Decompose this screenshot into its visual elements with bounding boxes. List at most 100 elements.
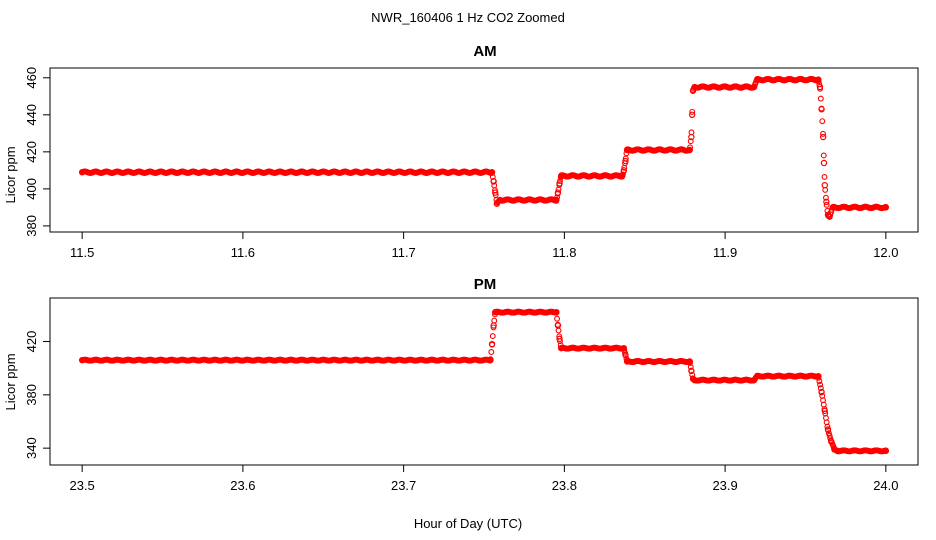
pm-y-tick-label: 380: [24, 384, 39, 406]
pm-data-point: [818, 388, 825, 396]
am-data-point: [820, 159, 828, 167]
pm-data-point: [689, 375, 697, 383]
am-data-point: [622, 157, 629, 165]
pm-data-point: [824, 426, 832, 433]
pm-x-tick-label: 23.6: [230, 478, 255, 493]
am-data-point: [623, 146, 631, 154]
pm-data-point: [489, 333, 496, 340]
pm-data-point: [686, 358, 693, 365]
pm-data-point: [754, 372, 761, 380]
pm-data-point: [556, 335, 563, 343]
am-data-point: [815, 76, 822, 83]
am-y-tick-label: 460: [24, 67, 39, 89]
pm-data-point: [554, 315, 561, 322]
am-data-points: [78, 75, 890, 220]
am-data-point: [754, 76, 761, 83]
am-data-point: [557, 172, 565, 180]
am-data-point: [818, 106, 825, 113]
am-data-point: [823, 201, 830, 208]
am-x-axis: 11.5 11.6 11.7 11.8 11.9 12.0: [70, 231, 899, 260]
am-data-point: [78, 169, 86, 176]
am-panel: AM Licor ppm 11.5 11.6 11.7 11.8 11.9 12.0 38…: [3, 43, 919, 260]
pm-y-tick-label: 420: [24, 331, 39, 353]
pm-data-point: [817, 381, 824, 388]
figure-title: NWR_160406 1 Hz CO2 Zoomed: [371, 10, 565, 25]
am-data-point: [492, 189, 499, 196]
am-data-point: [687, 138, 694, 145]
am-y-tick-label: 420: [24, 141, 39, 163]
pm-data-point: [824, 423, 831, 430]
am-data-point: [686, 146, 693, 154]
pm-data-point: [831, 446, 838, 453]
am-data-point: [819, 118, 826, 125]
pm-data-point: [834, 447, 841, 455]
x-axis-label: Hour of Day (UTC): [414, 516, 522, 531]
am-data-point: [750, 83, 758, 91]
am-y-axis: 380 400 420 440 460: [24, 67, 50, 237]
pm-x-tick-label: 23.8: [552, 478, 577, 493]
am-data-point: [553, 196, 560, 204]
pm-data-point: [817, 385, 824, 392]
am-data-point: [687, 144, 693, 151]
pm-data-point: [491, 317, 498, 324]
pm-data-point: [826, 432, 833, 439]
am-x-tick-label: 11.5: [70, 245, 94, 260]
pm-plot-frame: [49, 297, 919, 466]
am-data-point: [556, 180, 563, 187]
pm-y-tick-label: 340: [24, 437, 39, 459]
pm-y-axis: 340 380 420: [24, 331, 50, 459]
am-data-point: [816, 83, 824, 91]
am-y-tick-label: 400: [24, 178, 39, 200]
pm-data-point: [557, 344, 565, 352]
am-x-tick-label: 11.9: [713, 245, 737, 260]
pm-data-point: [492, 308, 499, 316]
pm-data-point: [622, 351, 629, 359]
am-data-point: [488, 169, 496, 176]
am-data-point: [691, 83, 698, 91]
pm-x-tick-label: 23.7: [391, 478, 416, 493]
am-data-point: [817, 95, 824, 102]
am-x-tick-label: 11.8: [552, 245, 576, 260]
pm-data-point: [882, 447, 890, 455]
am-data-point: [823, 198, 830, 206]
am-data-point: [822, 194, 829, 201]
pm-data-point: [815, 372, 822, 380]
pm-data-point: [488, 340, 496, 348]
pm-data-point: [688, 367, 695, 375]
am-data-point: [620, 167, 628, 174]
am-data-point: [820, 152, 827, 159]
am-x-tick-label: 11.6: [231, 245, 255, 260]
pm-data-point: [821, 407, 828, 415]
am-x-tick-label: 11.7: [391, 245, 415, 260]
am-x-tick-label: 12.0: [873, 245, 898, 260]
am-data-point: [829, 204, 837, 211]
pm-y-axis-label: Licor ppm: [3, 353, 18, 410]
pm-data-point: [623, 358, 631, 365]
am-plot-frame: [49, 67, 919, 233]
am-data-point: [619, 172, 626, 180]
pm-data-point: [488, 349, 495, 355]
am-data-point: [821, 174, 828, 180]
pm-data-point: [490, 322, 497, 329]
pm-data-point: [825, 430, 832, 437]
am-panel-title: AM: [473, 43, 496, 60]
pm-panel-title: PM: [474, 276, 497, 293]
am-data-point: [554, 189, 562, 196]
am-data-point: [688, 111, 696, 119]
am-data-point: [493, 200, 501, 207]
pm-data-point: [555, 327, 562, 334]
pm-data-points: [78, 308, 890, 455]
am-data-point: [689, 108, 696, 115]
am-data-point: [496, 196, 504, 204]
pm-data-point: [687, 364, 694, 370]
am-data-point: [688, 133, 695, 141]
pm-x-tick-label: 23.5: [69, 478, 94, 493]
pm-data-point: [828, 438, 835, 445]
pm-data-point: [553, 308, 560, 316]
am-data-point: [689, 87, 697, 94]
am-data-point: [826, 213, 833, 220]
pm-x-axis: 23.5 23.6 23.7 23.8 23.9 24.0: [69, 464, 899, 493]
am-data-point: [882, 204, 890, 211]
am-data-point: [820, 130, 826, 137]
